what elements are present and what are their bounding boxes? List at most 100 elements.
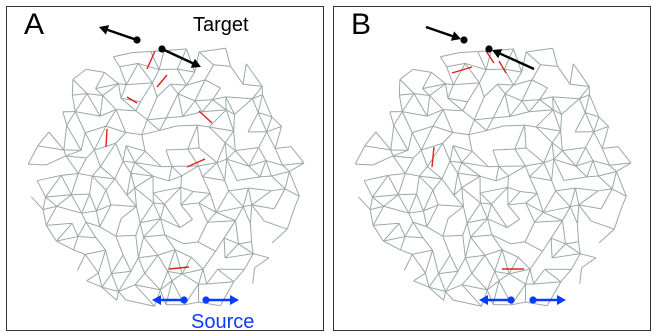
mesh-edge [104,71,119,85]
mesh-edge [525,162,544,167]
mesh-edge [28,163,46,166]
mesh-edge [93,125,107,151]
mesh-edge [125,145,146,152]
mesh-edge [490,203,508,228]
mesh-edge [125,132,142,136]
mesh-edge [364,145,391,151]
mesh-edge [258,131,268,148]
mesh-edge [560,131,563,151]
mesh-edge [453,173,459,196]
mesh-edge [139,222,145,238]
mesh-edge [453,82,480,86]
mesh-edge [498,273,510,282]
mesh-edge [553,158,565,181]
source-arrow-right-head [230,295,239,305]
mesh-edge [404,221,414,237]
mesh-edge [494,271,500,282]
mesh-edge [159,117,167,131]
mesh-edge [212,99,227,111]
mesh-edge [560,114,563,132]
mesh-edge [585,131,595,148]
mesh-edge [86,280,103,288]
mesh-edge [187,147,200,150]
mesh-edge [438,204,464,208]
mesh-edge [224,159,228,181]
mesh-edge [412,68,432,73]
mesh-edge [578,241,581,254]
mesh-edge [486,68,505,71]
mesh-edge [141,119,148,135]
mesh-edge [176,124,198,127]
mesh-edge [452,63,466,85]
mesh-edge [531,79,548,89]
mesh-edge [525,147,545,164]
mesh-edge [216,142,226,163]
mesh-edge [491,234,512,245]
mesh-edge [471,254,486,274]
mesh-edge [97,272,103,288]
mesh-edge [164,234,176,250]
mesh-edge [134,175,154,189]
mesh-edge [413,149,422,159]
mesh-edge [252,86,263,100]
mesh-edge [486,125,504,132]
mesh-edge [243,83,263,87]
mesh-edge [91,175,107,191]
mesh-edge [251,98,259,113]
mesh-edge [529,268,535,285]
mesh-edge [457,173,463,188]
mesh-edge [468,134,473,152]
mesh-edge [447,84,454,99]
mesh-edge [144,273,161,291]
mesh-edge [168,166,173,181]
mesh-edge [442,109,454,133]
mesh-edge [101,286,118,301]
mesh-edge [411,254,426,274]
mesh-edge [233,268,245,283]
mesh-edge [575,147,587,167]
mesh-edge [602,146,619,149]
mesh-edge [65,155,79,174]
mesh-edge [126,173,132,196]
mesh-edge [392,155,406,174]
highlighted-bond [485,50,495,64]
mesh-edge [609,164,617,172]
mesh-edge [152,202,161,219]
mesh-edge [117,83,122,99]
mesh-edge [601,148,610,166]
mesh-edge [449,254,459,272]
mesh-edge [525,165,530,177]
mesh-edge [74,111,86,133]
mesh-edge [254,257,270,269]
mesh-edge [462,101,468,111]
mesh-edge [442,234,463,237]
mesh-edge [95,83,119,90]
mesh-edge [234,98,253,115]
source-arrow-left-head [479,295,488,305]
mesh-edge [134,150,146,163]
mesh-edge [383,240,401,251]
mesh-edge [224,130,235,144]
mesh-edge [185,48,196,73]
mesh-edge [139,82,153,103]
mesh-edge [535,126,553,144]
mesh-edge [65,155,87,159]
mesh-edge [171,273,183,282]
mesh-edge [462,206,468,224]
mesh-edge [143,234,165,238]
mesh-edge [209,193,217,213]
mesh-edge [215,190,230,213]
mesh-edge [63,125,68,151]
mesh-edge [569,206,578,224]
mesh-edge [216,206,244,213]
mesh-edge [462,222,468,236]
mesh-edge [383,222,400,242]
mesh-edge [457,172,481,177]
panel-a: A Target Source [6,6,324,331]
mesh-edge [486,289,494,305]
mesh-edge [85,125,107,134]
target-arrow-left-shaft [425,25,453,38]
mesh-edge [266,116,273,132]
mesh-edge [265,160,283,166]
mesh-edge [507,202,526,206]
